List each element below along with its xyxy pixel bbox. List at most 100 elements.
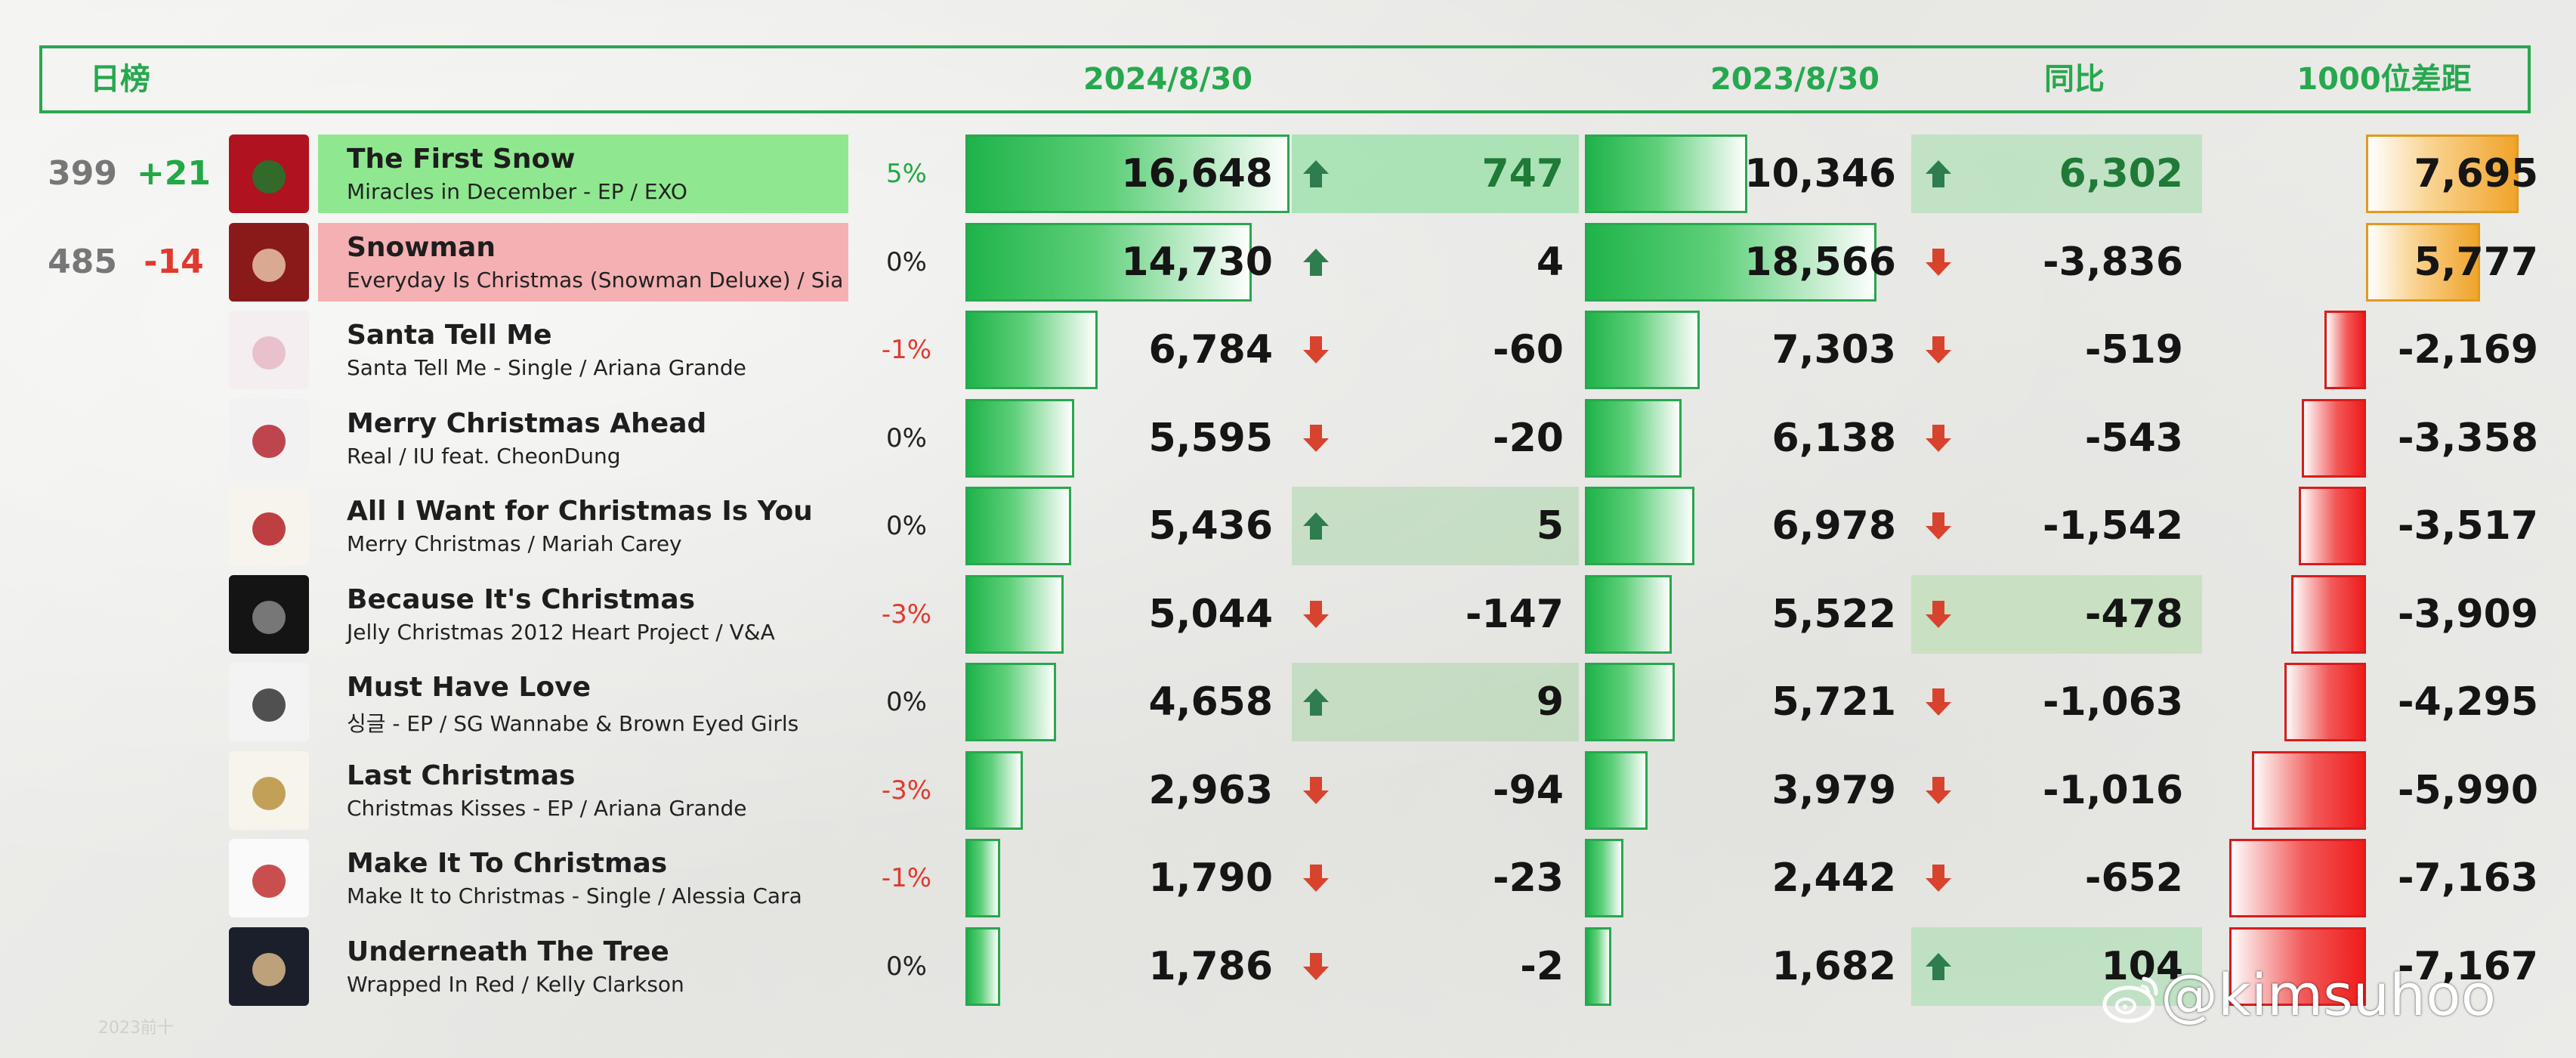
rank-change: [136, 759, 212, 822]
song-title: The First Snow: [347, 144, 576, 175]
song-cell: Must Have Love 싱글 - EP / SG Wannabe & Bro…: [318, 663, 848, 741]
gap-value: -4,295: [2397, 679, 2538, 725]
rank-number: [45, 494, 117, 558]
bar-2023: [1585, 663, 1675, 741]
arrow-down-icon: [1926, 336, 1951, 363]
arrow-down-icon: [1926, 424, 1951, 452]
arrow-down-icon: [1926, 512, 1951, 540]
value-2024: 5,595: [1148, 415, 1273, 461]
header-bar: 日榜 2024/8/30 2023/8/30 同比 1000位差距: [39, 45, 2531, 113]
gap-value: -2,169: [2397, 327, 2538, 373]
arrow-up-icon: [1303, 512, 1329, 540]
daily-change: -94: [1493, 767, 1564, 813]
album-artist: Miracles in December - EP / EXO: [347, 179, 687, 204]
album-artist: Santa Tell Me - Single / Ariana Grande: [347, 355, 746, 380]
arrow-down-icon: [1303, 336, 1329, 363]
value-2023: 6,978: [1771, 503, 1896, 549]
header-date-current: 2024/8/30: [1083, 62, 1253, 97]
song-cell: Santa Tell Me Santa Tell Me - Single / Ar…: [318, 311, 848, 389]
song-title: Because It's Christmas: [347, 583, 696, 615]
yoy-change: -3,836: [2042, 239, 2183, 285]
rank-change: +21: [136, 154, 212, 193]
yoy-change: -1,063: [2042, 679, 2183, 725]
bar-2024: [965, 750, 1023, 830]
bar-2023: [1585, 927, 1611, 1006]
yoy-change: -652: [2084, 855, 2183, 901]
bar-2024: [965, 927, 1000, 1006]
song-title: Snowman: [347, 231, 496, 263]
arrow-up-icon: [1303, 160, 1329, 187]
pct-change: 0%: [886, 246, 927, 277]
gap-value: -7,167: [2397, 943, 2538, 989]
arrow-down-icon: [1926, 248, 1951, 276]
daily-change-highlight: [1292, 663, 1579, 741]
daily-change: -2: [1520, 943, 1564, 989]
value-2023: 2,442: [1771, 855, 1896, 901]
table-row: Merry Christmas Ahead Real / IU feat. Che…: [0, 394, 2576, 482]
bar-gap: [2299, 487, 2366, 565]
album-artist: Jelly Christmas 2012 Heart Project / V&A: [347, 619, 775, 645]
table-row: 399 +21 The First Snow Miracles in December…: [0, 130, 2576, 218]
bar-2024: [965, 222, 1252, 302]
pct-change: -3%: [881, 599, 932, 630]
album-art: [229, 574, 309, 654]
bar-2024: [965, 135, 1290, 213]
header-date-prev: 2023/8/30: [1710, 62, 1880, 97]
value-2023: 1,682: [1771, 943, 1896, 989]
album-art: [229, 927, 309, 1006]
album-artist: Wrapped In Red / Kelly Clarkson: [347, 971, 684, 997]
gap-value: 5,777: [2414, 239, 2538, 285]
bar-2023: [1585, 311, 1700, 389]
bar-2024: [965, 663, 1056, 741]
song-cell: Snowman Everyday Is Christmas (Snowman De…: [318, 222, 848, 302]
arrow-up-icon: [1926, 160, 1951, 187]
yoy-change: -519: [2084, 327, 2183, 373]
arrow-up-icon: [1926, 952, 1951, 980]
album-artist: Christmas Kisses - EP / Ariana Grande: [347, 795, 747, 821]
bar-gap: [2366, 135, 2519, 213]
table-row: Last Christmas Christmas Kisses - EP / Ar…: [0, 747, 2576, 834]
value-2024: 1,790: [1148, 855, 1273, 901]
bar-gap: [2284, 663, 2366, 741]
value-2023: 5,721: [1771, 679, 1896, 725]
bar-2023: [1585, 574, 1672, 654]
table-row: All I Want for Christmas Is You Merry Chr…: [0, 482, 2576, 570]
value-2023: 5,522: [1771, 591, 1896, 637]
bar-2023: [1585, 839, 1623, 917]
bar-2023: [1585, 487, 1694, 565]
pct-change: -3%: [881, 775, 932, 806]
pct-change: 0%: [886, 951, 927, 982]
value-2023: 7,303: [1771, 327, 1896, 373]
album-artist: 싱글 - EP / SG Wannabe & Brown Eyed Girls: [347, 711, 799, 736]
rank-number: 485: [48, 242, 117, 281]
value-2023: 10,346: [1744, 151, 1896, 196]
bar-2024: [965, 574, 1064, 654]
album-artist: Real / IU feat. CheonDung: [347, 443, 621, 469]
arrow-down-icon: [1303, 952, 1329, 980]
gap-value: -3,909: [2397, 591, 2538, 637]
yoy-change-highlight: [1911, 135, 2202, 213]
song-cell: Because It's Christmas Jelly Christmas 20…: [318, 575, 848, 654]
arrow-up-icon: [1303, 248, 1329, 276]
arrow-down-icon: [1303, 776, 1329, 804]
song-title: Make It To Christmas: [347, 848, 668, 879]
arrow-down-icon: [1926, 865, 1951, 892]
pct-change: 0%: [886, 687, 927, 717]
song-title: All I Want for Christmas Is You: [347, 496, 813, 527]
pct-change: 5%: [886, 159, 927, 189]
album-art: [229, 222, 309, 302]
song-cell: Merry Christmas Ahead Real / IU feat. Che…: [318, 399, 848, 478]
song-cell: Last Christmas Christmas Kisses - EP / Ar…: [318, 751, 848, 830]
daily-change: 747: [1481, 151, 1564, 196]
album-art: [229, 311, 309, 389]
song-cell: Underneath The Tree Wrapped In Red / Kell…: [318, 927, 848, 1006]
arrow-down-icon: [1303, 865, 1329, 892]
table-row: Make It To Christmas Make It to Christmas…: [0, 834, 2576, 922]
album-art: [229, 839, 309, 917]
rank-number: [45, 318, 117, 382]
bar-gap: [2229, 927, 2366, 1006]
rank-number: [45, 407, 117, 470]
header-gap: 1000位差距: [2296, 62, 2472, 97]
daily-change-highlight: [1292, 135, 1579, 213]
rank-change: [136, 935, 212, 998]
